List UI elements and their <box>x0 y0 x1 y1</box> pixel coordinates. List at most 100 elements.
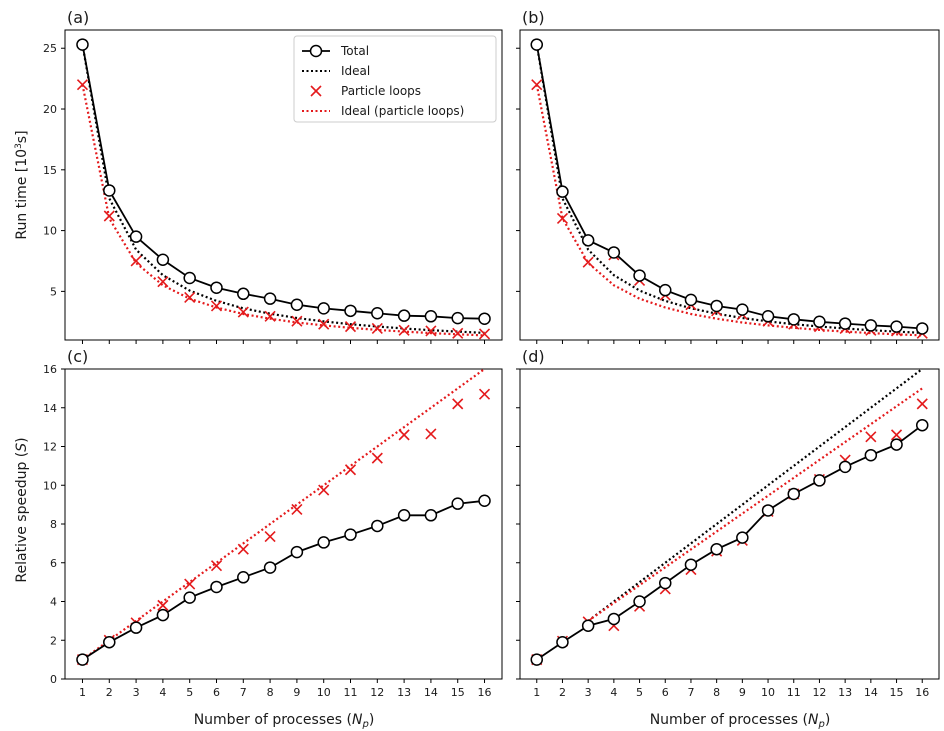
panel-label: (c) <box>67 347 88 366</box>
data-point <box>424 509 438 522</box>
data-point <box>291 315 303 327</box>
x-tick-label: 11 <box>787 686 801 699</box>
x-tick-label: 12 <box>812 686 826 699</box>
data-point <box>736 303 749 316</box>
data-point <box>425 325 437 337</box>
data-point <box>736 531 749 544</box>
series-line <box>536 424 923 661</box>
x-tick-label: 9 <box>739 686 746 699</box>
series-line <box>81 44 485 320</box>
data-point <box>556 212 569 224</box>
data-point <box>398 429 410 441</box>
data-point <box>344 304 357 318</box>
data-point <box>263 292 277 305</box>
series-total <box>530 418 929 666</box>
data-point <box>531 79 543 91</box>
data-point <box>684 558 698 571</box>
legend-total-label: Total <box>340 44 369 58</box>
data-point <box>556 185 569 198</box>
x-tick-label: 9 <box>293 686 300 699</box>
y-tick-label: 2 <box>50 634 57 647</box>
data-point <box>263 561 277 574</box>
x-tick-label: 4 <box>159 686 166 699</box>
panel-label: (d) <box>522 347 545 366</box>
data-point <box>864 319 878 332</box>
y-tick-label: 10 <box>43 479 57 492</box>
y-tick-label: 15 <box>43 164 57 177</box>
series-line <box>81 84 485 337</box>
x-axis-label-left: Number of processes (Np) <box>194 712 375 730</box>
x-tick-label: 13 <box>397 686 411 699</box>
data-point <box>813 474 826 487</box>
data-point <box>344 321 357 333</box>
data-point <box>76 38 89 51</box>
series-total <box>76 494 491 666</box>
data-point <box>290 545 304 559</box>
y-tick-label: 6 <box>50 557 57 570</box>
data-point <box>813 315 826 329</box>
data-point <box>838 317 852 330</box>
data-point <box>344 464 357 476</box>
legend-total-marker <box>309 44 323 58</box>
y-tick-label: 12 <box>43 441 57 454</box>
data-point <box>291 503 303 516</box>
legend-ideal-particle-label: Ideal (particle loops) <box>341 104 464 118</box>
series-ideal <box>587 368 923 622</box>
data-point <box>659 576 672 590</box>
x-tick-label: 3 <box>133 686 140 699</box>
data-point <box>864 448 878 462</box>
x-tick-label: 8 <box>267 686 274 699</box>
x-tick-label: 10 <box>761 686 775 699</box>
data-point <box>478 388 491 400</box>
data-point <box>865 431 877 443</box>
x-tick-label: 13 <box>838 686 852 699</box>
data-point <box>424 310 438 323</box>
data-point <box>452 398 464 410</box>
data-point <box>210 580 223 594</box>
x-tick-label: 16 <box>915 686 929 699</box>
series-ideal <box>535 44 923 334</box>
data-point <box>183 591 196 604</box>
data-point <box>129 621 143 634</box>
x-tick-label: 3 <box>585 686 592 699</box>
data-point <box>530 38 544 51</box>
data-point <box>210 300 223 312</box>
data-point <box>371 452 383 464</box>
data-point <box>478 328 491 340</box>
x-tick-label: 12 <box>370 686 384 699</box>
data-point <box>890 320 903 333</box>
panel-label: (a) <box>67 8 89 27</box>
x-tick-label: 2 <box>559 686 566 699</box>
data-point <box>156 253 170 267</box>
y-tick-label: 10 <box>43 225 57 238</box>
data-point <box>478 312 491 325</box>
x-tick-label: 15 <box>451 686 465 699</box>
series-total <box>76 38 491 325</box>
data-point <box>478 494 491 507</box>
data-point <box>761 310 775 323</box>
data-point <box>633 269 646 282</box>
y-tick-label: 0 <box>50 673 57 686</box>
data-point <box>397 309 411 322</box>
data-point <box>582 256 594 268</box>
x-tick-label: 15 <box>890 686 904 699</box>
legend: Total Ideal Particle loops Ideal (partic… <box>293 35 497 123</box>
data-point <box>264 310 276 322</box>
data-point <box>890 438 903 451</box>
x-tick-label: 14 <box>424 686 438 699</box>
data-point <box>581 619 595 632</box>
y-tick-label: 5 <box>50 285 57 298</box>
panel-b: (b) <box>516 8 940 344</box>
data-point <box>210 281 223 294</box>
data-point <box>916 398 928 410</box>
data-point <box>890 429 903 441</box>
x-tick-label: 1 <box>533 686 540 699</box>
x-axis-label-right: Number of processes (Np) <box>650 712 831 730</box>
series-total <box>530 38 929 335</box>
x-tick-label: 6 <box>213 686 220 699</box>
x-tick-label: 1 <box>79 686 86 699</box>
y-tick-label: 16 <box>43 363 57 376</box>
series-line <box>587 368 923 622</box>
data-point <box>130 255 142 267</box>
